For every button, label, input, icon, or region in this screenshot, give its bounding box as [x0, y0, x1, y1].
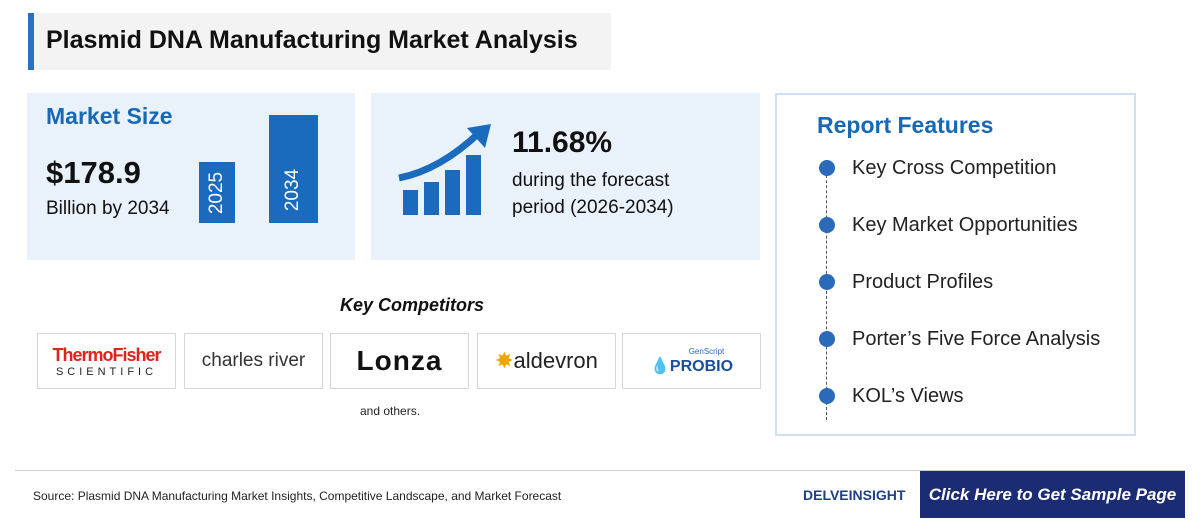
- feature-item: Key Market Opportunities: [852, 214, 1078, 236]
- growth-panel: [371, 93, 760, 260]
- logo-sub: GenScript: [688, 346, 725, 356]
- title-box: [28, 13, 611, 70]
- logo-text: charles river: [201, 350, 306, 371]
- feature-item: Key Cross Competition: [852, 157, 1057, 179]
- logo-text: Lonza: [356, 345, 443, 376]
- logo-name: aldevron: [513, 348, 598, 373]
- bar: [269, 115, 318, 223]
- logo: ✸aldevron: [477, 333, 616, 389]
- sample-button[interactable]: Click Here to Get Sample Page: [920, 471, 1185, 518]
- bar-label: 2034: [282, 168, 303, 212]
- logo-text: ThermoFisher: [52, 344, 161, 365]
- logo: GenScript 💧PROBIO: [622, 333, 761, 389]
- feature-item: KOL’s Views: [852, 385, 964, 407]
- feature-bullet: [819, 217, 835, 233]
- competitors-note: and others.: [360, 404, 421, 418]
- logo: Lonza: [330, 333, 469, 389]
- logo-text: 💧PROBIO: [649, 357, 734, 375]
- growth-line: during the forecast: [512, 170, 670, 191]
- market-size-heading: Market Size: [46, 103, 173, 129]
- source: Source: Plasmid DNA Manufacturing Market…: [33, 489, 562, 503]
- growth-rate: 11.68%: [512, 126, 613, 159]
- feature-item: Product Profiles: [852, 271, 994, 293]
- logo-sub: SCIENTIFIC: [55, 365, 158, 378]
- feature-bullet: [819, 274, 835, 290]
- logo: ThermoFisher SCIENTIFIC: [37, 333, 176, 389]
- features-box: [775, 93, 1136, 436]
- footer-rule: [15, 470, 1185, 471]
- logo-text: ✸aldevron: [495, 348, 598, 373]
- features-heading: Report Features: [817, 112, 994, 138]
- features-line: [826, 160, 827, 420]
- bar-label: 2025: [206, 171, 227, 215]
- logo-name: PROBIO: [669, 357, 734, 375]
- competitors-heading: Key Competitors: [340, 295, 485, 315]
- feature-item: Porter’s Five Force Analysis: [852, 328, 1101, 350]
- logo: charles river: [184, 333, 323, 389]
- growth-line: period (2026-2034): [512, 197, 674, 218]
- bar: [199, 162, 235, 223]
- market-size-value: $178.9: [46, 155, 141, 190]
- feature-bullet: [819, 160, 835, 176]
- feature-bullet: [819, 331, 835, 347]
- growth-icon: [398, 124, 491, 215]
- title: Plasmid DNA Manufacturing Market Analysi…: [46, 26, 578, 54]
- feature-bullet: [819, 388, 835, 404]
- brand: DELVEINSIGHT: [803, 487, 906, 503]
- market-size-caption: Billion by 2034: [46, 198, 170, 219]
